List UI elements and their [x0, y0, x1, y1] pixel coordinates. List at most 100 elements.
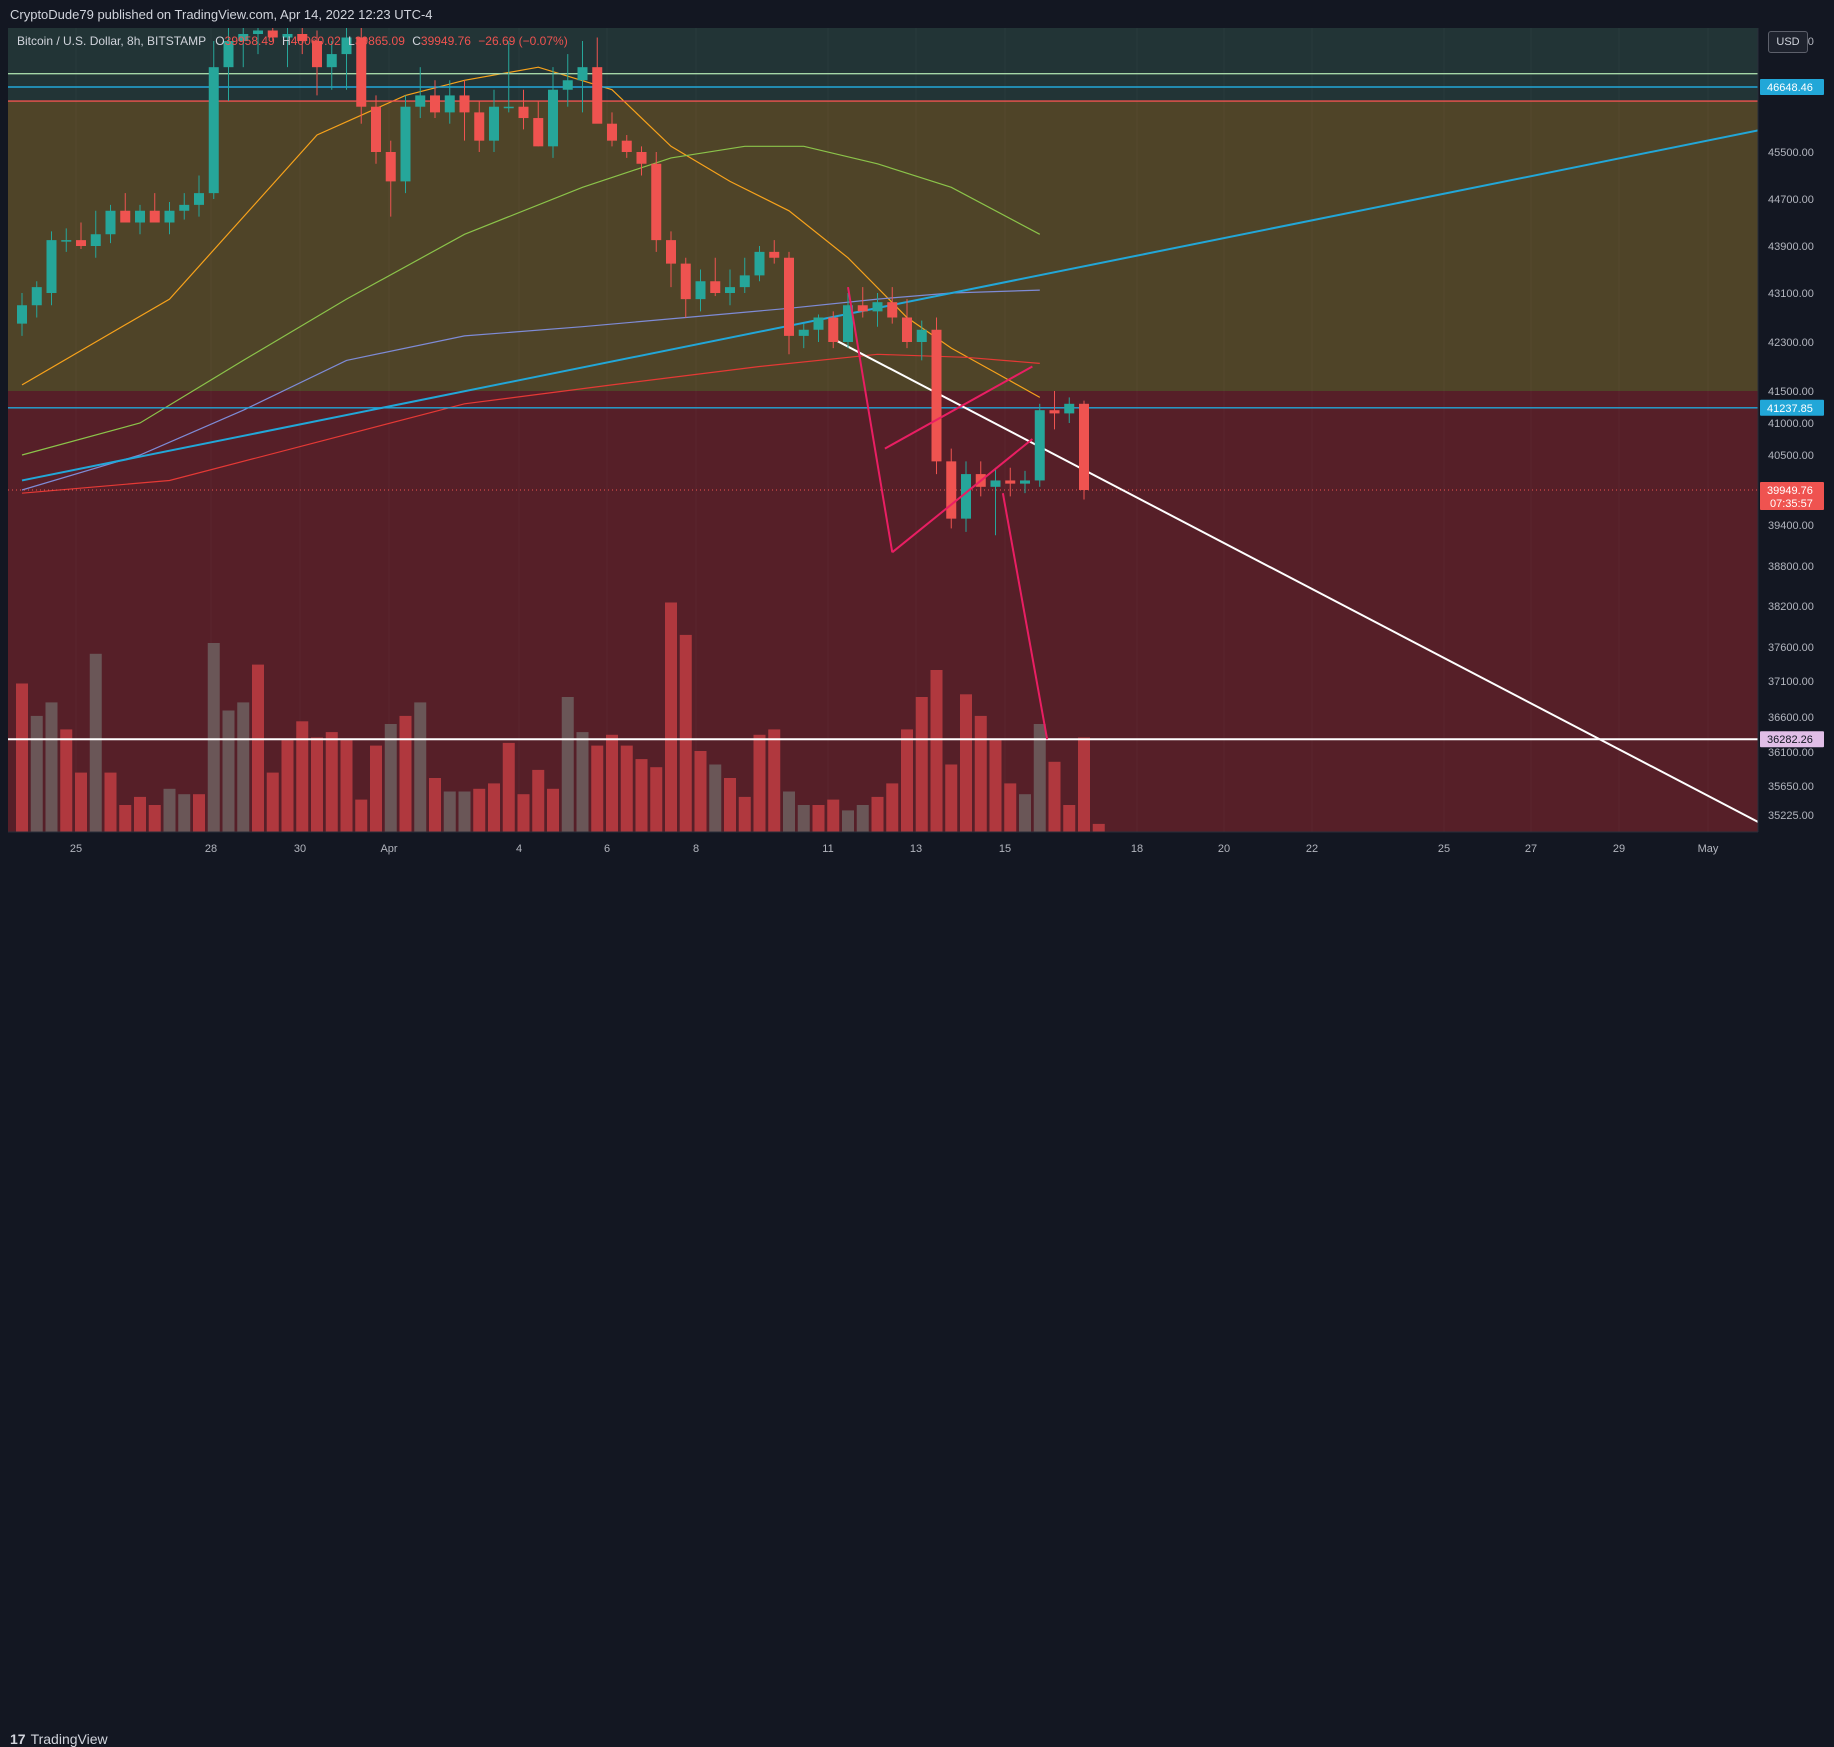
candle-body	[164, 210, 175, 223]
candle-body	[1064, 403, 1075, 414]
volume-bar	[827, 799, 840, 832]
bear-flag-pattern	[847, 286, 1049, 740]
volume-bar	[886, 783, 899, 832]
trend-line	[21, 125, 1778, 482]
change-value: −26.69 (−0.07%)	[478, 34, 568, 48]
price-tick-label: 35650.00	[1768, 781, 1814, 793]
volume-bar	[1004, 783, 1017, 832]
candle-body	[474, 112, 485, 141]
header-bar: CryptoDude79 published on TradingView.co…	[0, 0, 1834, 28]
candle-body	[297, 34, 308, 41]
volume-bar	[974, 715, 987, 832]
volume-bar	[60, 729, 73, 832]
price-label: 36282.26	[1767, 734, 1813, 746]
time-tick-label: Apr	[380, 843, 397, 855]
candle-body	[149, 210, 160, 223]
volume-bar	[1063, 805, 1076, 832]
time-axis[interactable]: 25 28 30 Apr 4 6 8 11 13 15 18 20 22 25 27 29 May	[0, 831, 1834, 860]
price-tick-label: 37600.00	[1768, 642, 1814, 654]
price-label: 41237.85	[1767, 403, 1813, 415]
candle-body	[784, 257, 794, 336]
tradingview-logo[interactable]: 17 TradingView	[10, 1731, 108, 1747]
price-label-box	[1760, 79, 1824, 95]
candle-body	[636, 152, 647, 164]
time-tick-label: 30	[294, 843, 306, 855]
candle-body	[607, 123, 617, 141]
price-label-box	[1760, 399, 1824, 416]
volume-bar	[340, 740, 353, 832]
candle-body	[680, 263, 691, 300]
volume-bar	[45, 702, 58, 832]
volume-bar	[134, 796, 146, 832]
symbol-legend: Bitcoin / U.S. Dollar, 8h, BITSTAMP O399…	[17, 34, 568, 48]
price-tick-label: 41500.00	[1768, 386, 1814, 398]
candle-body	[798, 329, 809, 336]
time-tick-label: 28	[205, 843, 217, 855]
volume-bar	[281, 740, 294, 832]
volume-bar	[856, 805, 869, 832]
volume-bar	[1019, 794, 1031, 832]
price-label: 39949.76	[1767, 485, 1813, 497]
volume-bar	[252, 664, 264, 832]
candle-body	[577, 67, 588, 81]
volume-bar	[119, 805, 132, 832]
candle-body	[710, 281, 721, 293]
volume-bar	[709, 764, 722, 832]
candle-body	[459, 95, 470, 113]
candle-body	[46, 240, 57, 293]
volume-bar	[399, 715, 412, 832]
volume-bar	[591, 745, 604, 832]
volume-bar	[842, 810, 854, 832]
volume-bar	[989, 740, 1002, 832]
countdown-label: 07:35:57	[1770, 498, 1813, 510]
price-chart[interactable]: 47000.0045500.0044700.0043900.0043100.00…	[0, 0, 1834, 896]
candle-body	[946, 461, 957, 519]
high-label: H	[282, 34, 291, 48]
candle-body	[813, 317, 824, 330]
volume-bar	[193, 794, 205, 832]
volume-bar	[871, 796, 884, 832]
time-tick-label: 27	[1525, 843, 1537, 855]
price-tick-label: 41000.00	[1768, 418, 1814, 430]
price-tick-label: 38200.00	[1768, 601, 1814, 613]
volume-bar	[1033, 724, 1046, 832]
time-tick-label: 18	[1131, 843, 1143, 855]
time-tick-label: 15	[999, 843, 1011, 855]
volume-bar	[266, 772, 279, 832]
trend-lines-layer	[21, 125, 1778, 833]
zone-supply	[8, 101, 1758, 391]
candle-body	[1049, 410, 1060, 414]
currency-button[interactable]: USD	[1768, 31, 1808, 53]
volume-bar	[945, 764, 958, 832]
volume-bar	[458, 791, 471, 832]
volume-bar	[606, 734, 618, 832]
volume-bar	[724, 778, 736, 832]
candle-body	[76, 240, 86, 246]
candle-body	[1079, 403, 1089, 491]
volume-bar	[1048, 761, 1061, 832]
candle-body	[887, 302, 898, 318]
price-label: 46648.46	[1767, 82, 1813, 94]
volume-bar	[517, 794, 530, 832]
price-axis[interactable]: 47000.0045500.0044700.0043900.0043100.00…	[1757, 28, 1834, 836]
price-tick-label: 40500.00	[1768, 450, 1814, 462]
candle-body	[621, 140, 632, 152]
candle-body	[769, 251, 780, 258]
volume-bar	[237, 702, 250, 832]
volume-bar	[679, 634, 692, 832]
horizontal-lines-layer	[8, 73, 1758, 741]
time-tick-label: 20	[1218, 843, 1230, 855]
volume-bar	[532, 769, 545, 832]
candle-body	[828, 317, 839, 342]
price-tick-label: 42300.00	[1768, 337, 1814, 349]
time-tick-label: 25	[70, 843, 82, 855]
volume-bar	[443, 791, 456, 832]
high-value: 40060.02	[290, 34, 341, 48]
price-tick-label: 44700.00	[1768, 194, 1814, 206]
price-tick-label: 35225.00	[1768, 810, 1814, 822]
tradingview-brand: TradingView	[30, 1731, 108, 1747]
candle-body	[267, 30, 278, 38]
time-tick-label: 29	[1613, 843, 1625, 855]
volume-bar	[561, 697, 574, 832]
candle-body	[651, 163, 662, 241]
